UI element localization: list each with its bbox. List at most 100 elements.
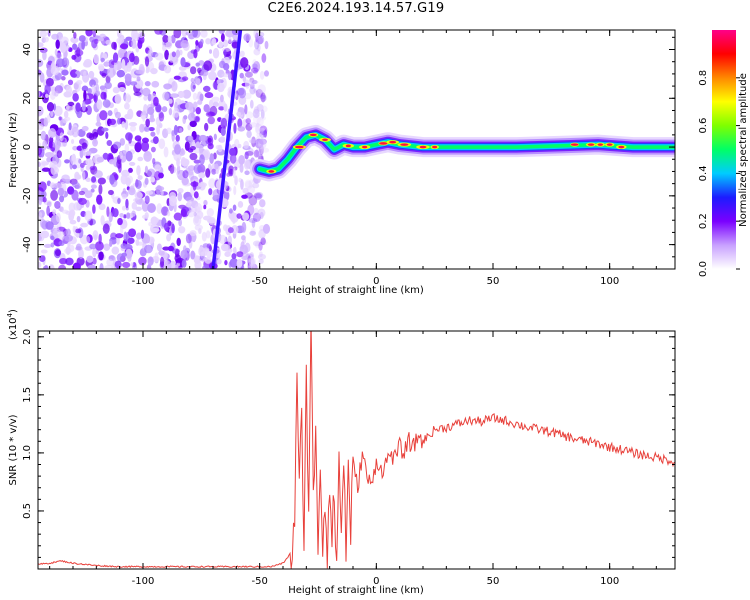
noise-blob — [75, 231, 80, 238]
noise-blob — [259, 138, 267, 145]
noise-blob — [236, 213, 242, 219]
noise-blob — [252, 108, 260, 119]
noise-blob — [245, 123, 253, 131]
noise-blob — [242, 187, 249, 194]
noise-blob — [164, 49, 169, 60]
noise-blob — [56, 52, 62, 59]
noise-blob — [148, 117, 156, 123]
noise-blob — [178, 226, 186, 234]
noise-blob — [224, 251, 231, 257]
noise-blob — [187, 135, 194, 141]
noise-blob — [251, 63, 258, 70]
noise-blob — [228, 165, 235, 175]
noise-blob — [241, 119, 249, 128]
noise-blob — [128, 228, 137, 238]
noise-blob — [131, 210, 136, 217]
noise-blob — [233, 122, 237, 134]
noise-blob — [121, 121, 126, 128]
noise-blob — [39, 72, 45, 83]
noise-blob — [181, 76, 189, 81]
noise-blob — [209, 49, 213, 54]
noise-blob — [96, 194, 103, 205]
noise-blob — [255, 88, 264, 98]
noise-blob — [166, 127, 172, 135]
noise-blob — [71, 126, 80, 138]
noise-blob — [61, 76, 66, 81]
noise-blob — [176, 164, 181, 175]
noise-blob — [118, 87, 126, 92]
noise-blob — [255, 122, 260, 128]
noise-blob — [141, 110, 147, 116]
noise-blob — [120, 173, 128, 185]
noise-blob — [57, 187, 65, 197]
noise-blob — [97, 37, 104, 42]
noise-blob — [248, 218, 258, 223]
noise-blob — [246, 130, 252, 138]
noise-blob — [229, 153, 237, 164]
noise-blob — [108, 189, 114, 196]
noise-blob — [185, 233, 192, 244]
noise-blob — [255, 191, 264, 199]
noise-blob — [90, 188, 95, 193]
noise-blob — [141, 141, 150, 152]
noise-blob — [136, 76, 141, 82]
noise-blob — [260, 105, 268, 113]
noise-blob — [254, 193, 263, 200]
noise-blob — [144, 56, 150, 67]
noise-blob — [211, 168, 217, 175]
noise-blob — [137, 156, 144, 162]
noise-blob — [205, 230, 211, 239]
y-tick-label: 0 — [22, 144, 33, 150]
noise-blob — [98, 184, 103, 195]
noise-blob — [144, 244, 153, 254]
noise-blob — [129, 185, 135, 193]
noise-blob — [52, 228, 62, 239]
noise-blob — [249, 139, 258, 144]
noise-blob — [238, 87, 247, 99]
noise-blob — [242, 250, 249, 260]
noise-blob — [207, 142, 214, 150]
noise-blob — [251, 136, 256, 148]
noise-blob — [185, 196, 195, 202]
noise-blob — [167, 35, 172, 43]
y-tick-label: -20 — [22, 188, 33, 204]
noise-blob — [66, 104, 70, 111]
noise-blob — [248, 195, 258, 206]
noise-blob — [59, 36, 69, 45]
noise-blob — [249, 82, 255, 90]
noise-blob — [151, 80, 160, 88]
spectrogram-x-ticks: -100 -50 0 50 100 — [49, 30, 657, 287]
noise-blob — [72, 145, 79, 151]
noise-blob — [119, 43, 129, 50]
noise-blob — [102, 152, 109, 160]
spectrogram-content — [38, 30, 675, 269]
noise-blob — [107, 67, 116, 78]
noise-blob — [92, 230, 99, 241]
noise-blob — [181, 259, 187, 268]
noise-blob — [237, 143, 242, 149]
noise-blob — [119, 213, 124, 218]
ridge-hotspot-core — [570, 143, 579, 146]
noise-blob — [249, 257, 255, 269]
noise-blob — [237, 118, 243, 128]
noise-blob — [208, 188, 213, 196]
noise-blob — [222, 39, 229, 48]
colorbar-tick-label: 0.8 — [698, 70, 709, 86]
noise-blob — [212, 47, 220, 59]
noise-blob — [173, 30, 182, 39]
noise-blob — [248, 79, 256, 86]
noise-blob — [130, 262, 134, 267]
noise-blob — [116, 236, 120, 245]
noise-blob — [140, 229, 145, 239]
noise-blob — [144, 195, 150, 205]
noise-blob — [190, 77, 195, 83]
noise-blob — [99, 263, 104, 269]
noise-blob — [190, 181, 199, 187]
noise-blob — [89, 166, 95, 171]
noise-blob — [177, 90, 185, 99]
noise-blob — [71, 189, 79, 201]
noise-blob — [255, 35, 265, 45]
noise-blob — [126, 212, 131, 219]
noise-blob — [228, 35, 232, 44]
x-tick-label: -100 — [132, 576, 155, 587]
